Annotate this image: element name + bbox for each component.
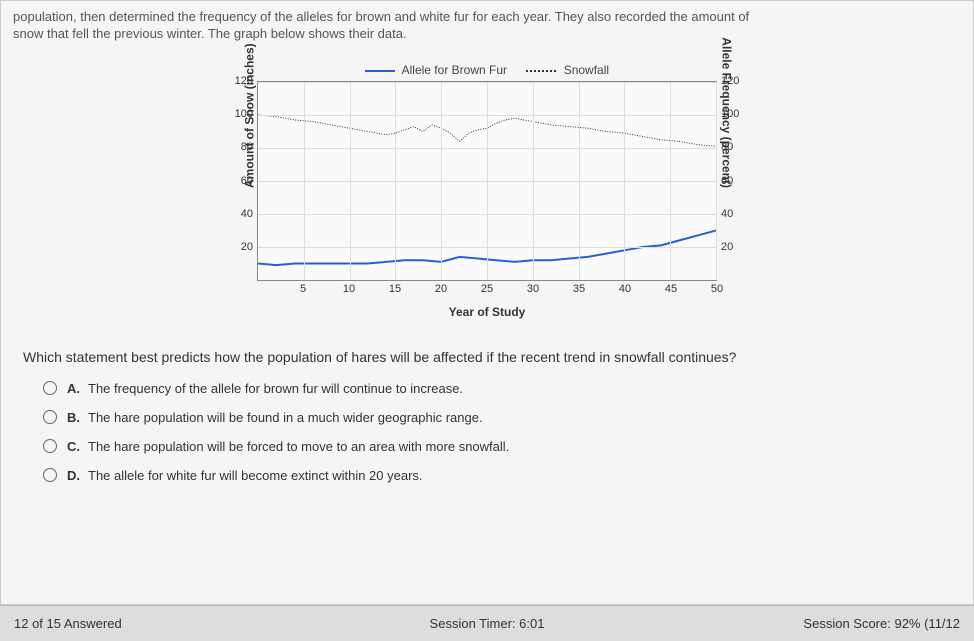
y-tick-left: 60: [241, 175, 253, 187]
chart: Allele for Brown Fur Snowfall Amount of …: [207, 63, 767, 319]
y-tick-right: 20: [721, 241, 733, 253]
x-tick: 10: [343, 283, 355, 295]
legend-dotted-line: [526, 70, 556, 72]
y-tick-right: 80: [721, 141, 733, 153]
legend-label-snowfall: Snowfall: [564, 63, 609, 77]
chart-legend: Allele for Brown Fur Snowfall: [207, 63, 767, 77]
x-axis-label: Year of Study: [207, 305, 767, 319]
option-text: The hare population will be found in a m…: [88, 410, 483, 425]
plot-area: [257, 81, 717, 281]
x-tick: 35: [573, 283, 585, 295]
options-list: A. The frequency of the allele for brown …: [43, 381, 961, 483]
option-text: The allele for white fur will become ext…: [88, 468, 423, 483]
x-tick: 25: [481, 283, 493, 295]
y-axis-left: 20406080100120: [207, 81, 257, 281]
x-tick: 40: [619, 283, 631, 295]
radio-button[interactable]: [43, 381, 57, 395]
option-text: The hare population will be forced to mo…: [88, 439, 509, 454]
answer-option[interactable]: D. The allele for white fur will become e…: [43, 468, 961, 483]
y-tick-left: 120: [235, 75, 253, 87]
x-tick: 5: [300, 283, 306, 295]
x-tick: 20: [435, 283, 447, 295]
answer-option[interactable]: C. The hare population will be forced to …: [43, 439, 961, 454]
y-axis-right: 20406080100120: [717, 81, 767, 281]
x-tick: 50: [711, 283, 723, 295]
y-tick-left: 40: [241, 208, 253, 220]
footer-progress: 12 of 15 Answered: [14, 616, 122, 631]
y-tick-left: 100: [235, 108, 253, 120]
option-text: The frequency of the allele for brown fu…: [88, 381, 463, 396]
y-tick-right: 60: [721, 175, 733, 187]
radio-button[interactable]: [43, 410, 57, 424]
footer-timer: Session Timer: 6:01: [430, 616, 545, 631]
x-axis: 5101520253035404550: [257, 281, 717, 301]
radio-button[interactable]: [43, 468, 57, 482]
answer-option[interactable]: B. The hare population will be found in a…: [43, 410, 961, 425]
y-tick-left: 20: [241, 241, 253, 253]
x-tick: 15: [389, 283, 401, 295]
y-tick-right: 40: [721, 208, 733, 220]
intro-text: population, then determined the frequenc…: [13, 9, 961, 43]
option-letter: A.: [67, 381, 80, 396]
x-tick: 30: [527, 283, 539, 295]
option-letter: D.: [67, 468, 80, 483]
x-tick: 45: [665, 283, 677, 295]
option-letter: C.: [67, 439, 80, 454]
y-tick-right: 100: [721, 108, 739, 120]
legend-label-brown: Allele for Brown Fur: [402, 63, 507, 77]
footer-score: Session Score: 92% (11/12: [803, 616, 960, 631]
option-letter: B.: [67, 410, 80, 425]
y-tick-right: 120: [721, 75, 739, 87]
question-text: Which statement best predicts how the po…: [23, 349, 951, 365]
radio-button[interactable]: [43, 439, 57, 453]
answer-option[interactable]: A. The frequency of the allele for brown …: [43, 381, 961, 396]
footer-bar: 12 of 15 Answered Session Timer: 6:01 Se…: [0, 605, 974, 641]
y-tick-left: 80: [241, 141, 253, 153]
legend-solid-line: [365, 70, 395, 72]
